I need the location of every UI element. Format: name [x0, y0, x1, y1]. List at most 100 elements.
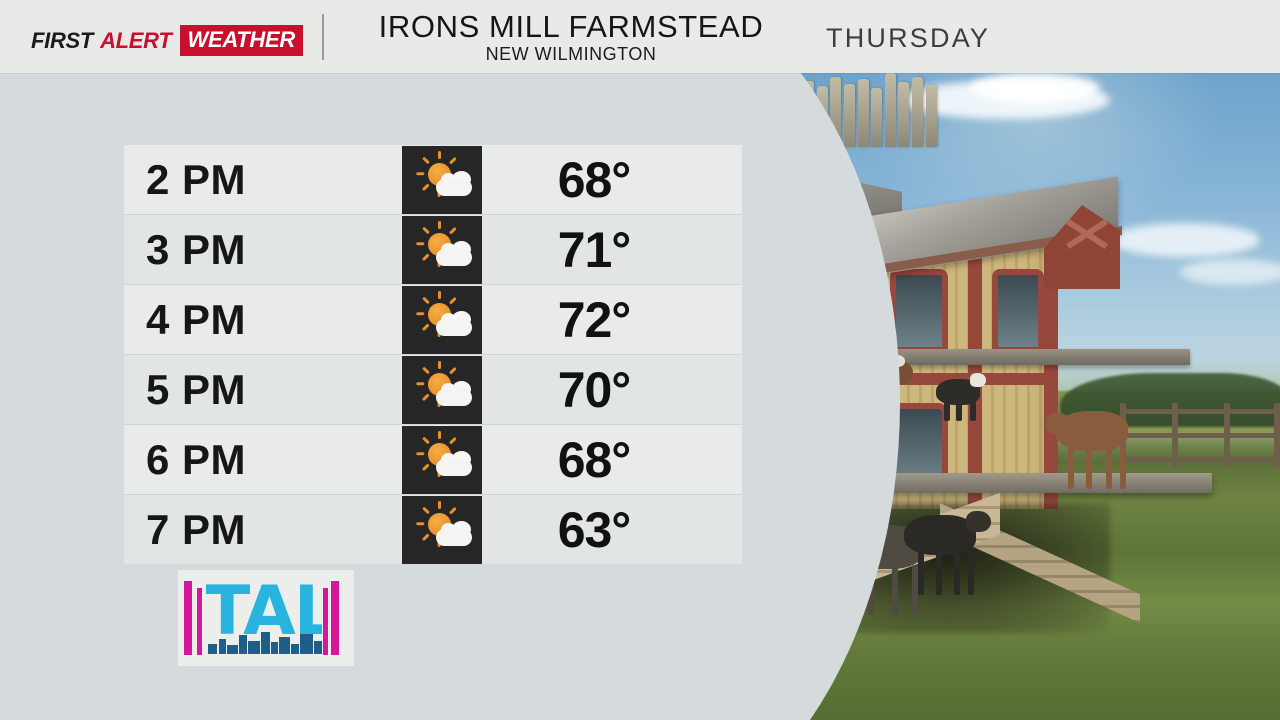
- sun-ray: [416, 382, 425, 385]
- cloud-shape: [1180, 259, 1280, 285]
- sun-ray: [422, 506, 430, 514]
- railing-picket: [871, 88, 883, 147]
- sun-behind-cloud-icon: [402, 145, 482, 214]
- weather-icon-art: [402, 146, 482, 214]
- forecast-row: 6 PM 68°: [124, 425, 742, 495]
- sun-ray: [416, 312, 425, 315]
- goat-leg: [970, 401, 976, 421]
- goat-leg: [954, 551, 960, 595]
- sun-ray: [416, 242, 425, 245]
- forecast-hour: 7 PM: [146, 505, 247, 553]
- goat-leg: [1068, 447, 1074, 489]
- talk-logo: TALK: [178, 570, 354, 666]
- forecast-hour: 3 PM: [146, 225, 247, 273]
- sun-ray: [422, 463, 430, 471]
- sun-ray: [449, 506, 457, 514]
- sun-ray: [449, 366, 457, 374]
- sun-ray: [422, 253, 430, 261]
- railing-picket: [884, 73, 896, 147]
- goat-leg: [944, 401, 950, 421]
- forecast-row: 4 PM 72°: [124, 285, 742, 355]
- cloud-base: [438, 388, 472, 406]
- sun-ray: [449, 296, 457, 304]
- forecast-temperature: 71°: [557, 221, 632, 278]
- weather-icon-art: [402, 496, 482, 564]
- logo-bar: [323, 588, 328, 655]
- logo-bar: [184, 581, 192, 655]
- playhouse-window: [992, 269, 1044, 353]
- railing-picket: [830, 77, 842, 147]
- header-bar: FIRST ALERT WEATHER IRONS MILL FARMSTEAD…: [0, 0, 1280, 73]
- cloud-base: [438, 178, 472, 196]
- sun-ray: [422, 533, 430, 541]
- cloud-base: [438, 458, 472, 476]
- goat-leg: [1106, 447, 1112, 489]
- forecast-temperature: 70°: [557, 361, 632, 418]
- fence-rail: [1120, 457, 1280, 462]
- fence-post: [1224, 403, 1230, 467]
- goat-shade-right: [904, 511, 991, 599]
- goat-pasture: [1046, 411, 1128, 493]
- railing-picket: [844, 84, 855, 147]
- goat-leg: [892, 565, 898, 615]
- cloud-base: [438, 318, 472, 336]
- sun-ray: [449, 226, 457, 234]
- header-divider: [322, 14, 324, 60]
- sun-ray: [438, 360, 441, 369]
- forecast-temperature: 72°: [557, 291, 632, 348]
- sun-ray: [416, 172, 425, 175]
- logo-bar: [331, 581, 339, 655]
- location-block: IRONS MILL FARMSTEAD NEW WILMINGTON: [356, 11, 786, 65]
- forecast-row: 2 PM 68°: [124, 145, 742, 215]
- cloud-base: [438, 528, 472, 546]
- goat-head: [1046, 413, 1071, 434]
- sun-ray: [416, 522, 425, 525]
- fence-post: [1172, 403, 1178, 467]
- railing-picket: [912, 77, 923, 147]
- weather-icon-art: [402, 426, 482, 494]
- goat-leg: [912, 565, 918, 615]
- forecast-temperature: 68°: [557, 151, 632, 208]
- sun-ray: [438, 150, 441, 159]
- day-label: THURSDAY: [826, 23, 991, 53]
- brand-first-text: FIRST: [31, 27, 94, 53]
- sun-ray: [422, 183, 430, 191]
- sun-ray: [438, 220, 441, 229]
- forecast-row: 5 PM 70°: [124, 355, 742, 425]
- playhouse-window: [890, 269, 948, 353]
- cloud-shape: [970, 73, 1100, 103]
- location-subtitle: NEW WILMINGTON: [485, 43, 657, 64]
- cloud-shape: [1110, 223, 1260, 257]
- sun-ray: [449, 156, 457, 164]
- forecast-temperature: 68°: [557, 431, 632, 488]
- sun-ray: [422, 436, 430, 444]
- talk-word-text: TALK: [206, 584, 322, 651]
- sun-ray: [416, 452, 425, 455]
- playhouse-upper-deck: [870, 349, 1190, 365]
- fence-rail: [1120, 409, 1280, 414]
- forecast-row: 3 PM 71°: [124, 215, 742, 285]
- goat-black: [936, 373, 986, 425]
- sun-ray: [438, 290, 441, 299]
- goat-body: [904, 515, 976, 555]
- sun-ray: [422, 366, 430, 374]
- logo-bar: [197, 588, 202, 655]
- forecast-hour: 4 PM: [146, 295, 247, 343]
- goat-leg: [1120, 447, 1126, 489]
- sun-behind-cloud-icon: [402, 495, 482, 564]
- sun-ray: [438, 430, 441, 439]
- forecast-temperature: 63°: [557, 501, 632, 558]
- sun-ray: [422, 156, 430, 164]
- goat-leg: [1086, 447, 1092, 489]
- sun-ray: [438, 500, 441, 509]
- first-alert-weather-logo: FIRST ALERT WEATHER: [31, 25, 303, 56]
- pasture-fence: [1120, 403, 1280, 467]
- goat-head: [970, 373, 986, 387]
- sun-ray: [422, 226, 430, 234]
- page-title: IRONS MILL FARMSTEAD: [378, 9, 764, 44]
- sun-ray: [422, 393, 430, 401]
- sun-ray: [449, 436, 457, 444]
- weather-icon-art: [402, 286, 482, 354]
- sun-behind-cloud-icon: [402, 425, 482, 494]
